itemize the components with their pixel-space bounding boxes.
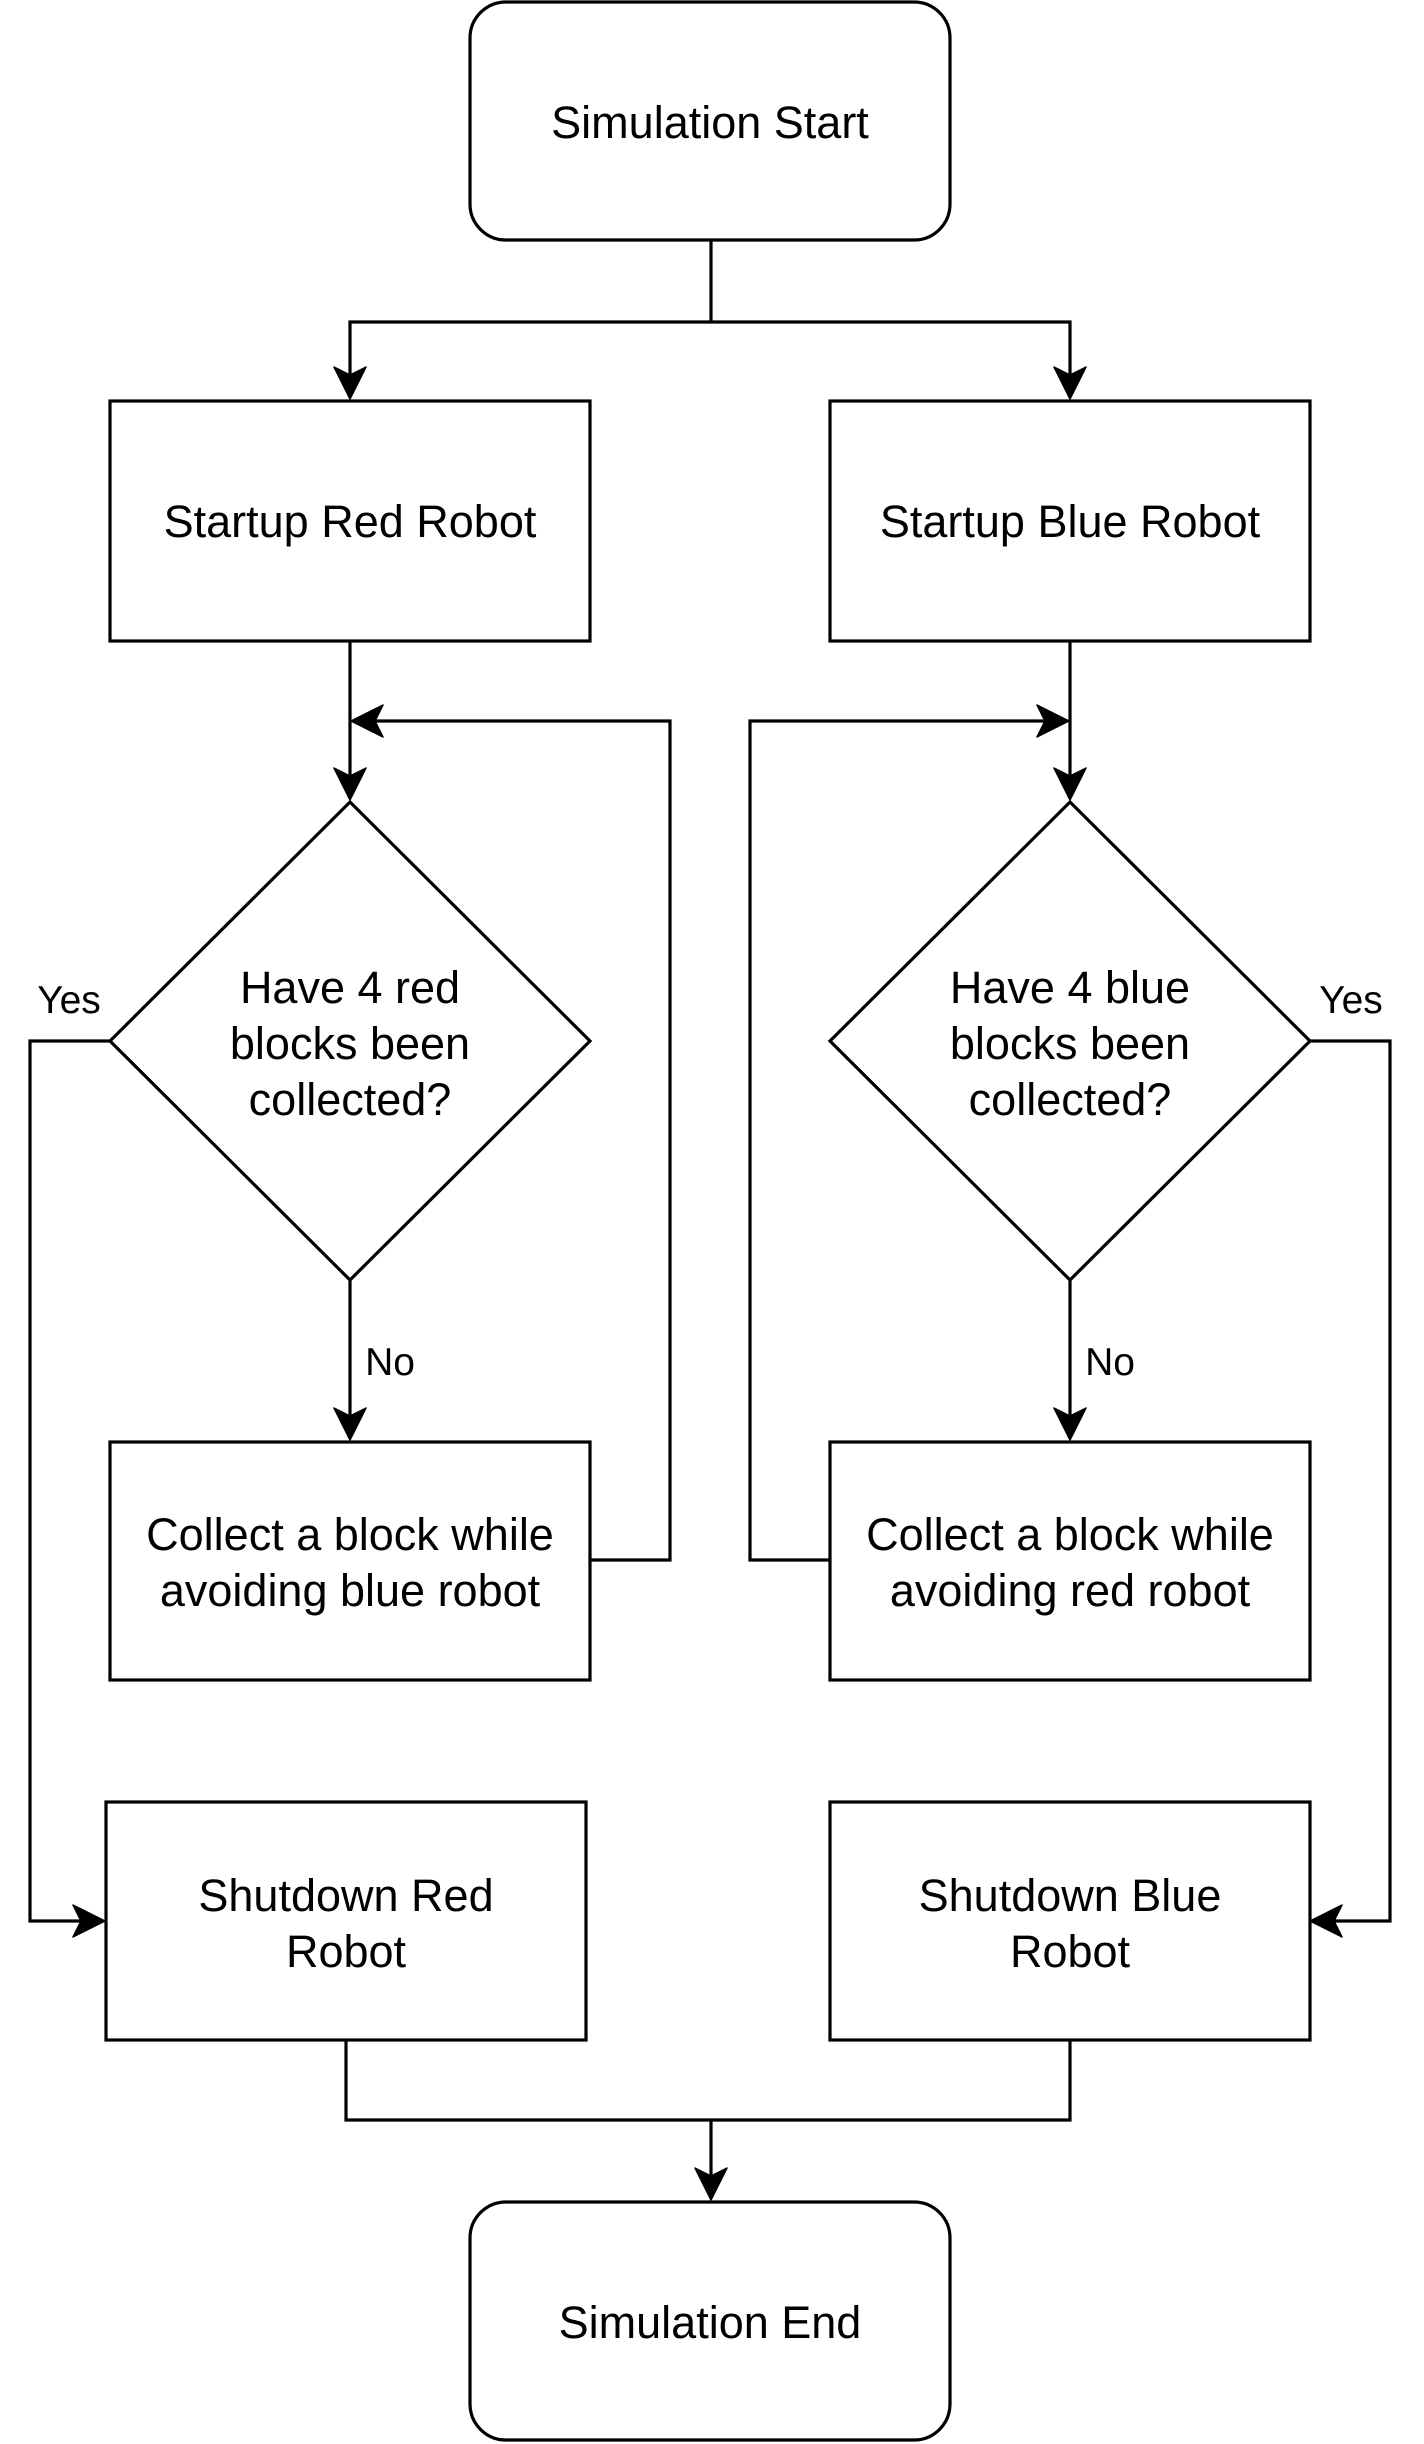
startup-red-robot-label: Startup Red Robot xyxy=(164,496,537,547)
edge-label-red-no: No xyxy=(365,1341,415,1384)
arrowhead-red-loop xyxy=(350,704,384,738)
arrowhead-shutdown-red xyxy=(72,1904,106,1938)
collect-blue-line-2: avoiding red robot xyxy=(890,1565,1251,1616)
arrowhead-collect-blue xyxy=(1053,1407,1087,1441)
arrowhead-collect-red xyxy=(333,1407,367,1441)
startup-blue-robot-node: Startup Blue Robot xyxy=(828,399,1312,643)
collect-red-node: Collect a block while avoiding blue robo… xyxy=(108,1440,592,1682)
start-node-label: Simulation Start xyxy=(551,97,869,148)
decision-red-line-2: blocks been xyxy=(230,1018,470,1069)
decision-red-line-1: Have 4 red xyxy=(240,962,460,1013)
collect-red-line-2: avoiding blue robot xyxy=(160,1565,541,1616)
end-node-label: Simulation End xyxy=(559,2297,862,2348)
edge-blue-loop xyxy=(748,719,1052,1562)
startup-blue-robot-label: Startup Blue Robot xyxy=(880,496,1261,547)
startup-red-robot-node: Startup Red Robot xyxy=(108,399,592,643)
arrowhead-end xyxy=(694,2167,728,2201)
edge-shutdown-blue-merge xyxy=(711,2040,1072,2122)
arrowhead-decision-red xyxy=(333,767,367,801)
decision-blue-line-3: collected? xyxy=(969,1074,1172,1125)
decision-blue-node: Have 4 blue blocks been collected? xyxy=(827,799,1313,1283)
shutdown-blue-line-2: Robot xyxy=(1010,1926,1131,1977)
arrowhead-startup-blue xyxy=(1053,366,1087,400)
shutdown-blue-line-1: Shutdown Blue xyxy=(919,1870,1222,1921)
start-node: Simulation Start xyxy=(468,0,952,242)
collect-red-line-1: Collect a block while xyxy=(146,1509,554,1560)
edge-red-yes xyxy=(28,1039,110,1923)
edge-shutdown-red-merge xyxy=(344,2040,711,2122)
edge-label-blue-no: No xyxy=(1085,1341,1135,1384)
shutdown-red-line-1: Shutdown Red xyxy=(198,1870,493,1921)
end-node: Simulation End xyxy=(468,2200,952,2442)
edge-split-to-blue xyxy=(711,320,1072,382)
collect-blue-line-1: Collect a block while xyxy=(866,1509,1274,1560)
decision-red-node: Have 4 red blocks been collected? xyxy=(107,799,593,1283)
arrowhead-startup-red xyxy=(333,366,367,400)
shutdown-red-line-2: Robot xyxy=(286,1926,407,1977)
edge-blue-yes xyxy=(1310,1039,1392,1923)
collect-blue-node: Collect a block while avoiding red robot xyxy=(828,1440,1312,1682)
shutdown-blue-robot-node: Shutdown Blue Robot xyxy=(828,1800,1312,2042)
decision-red-line-3: collected? xyxy=(249,1074,452,1125)
edge-split-to-red xyxy=(348,320,711,382)
decision-blue-line-2: blocks been xyxy=(950,1018,1190,1069)
edge-red-loop xyxy=(368,719,672,1562)
decision-blue-line-1: Have 4 blue xyxy=(950,962,1190,1013)
arrowhead-decision-blue xyxy=(1053,767,1087,801)
arrowhead-shutdown-blue xyxy=(1309,1904,1343,1938)
shutdown-red-robot-node: Shutdown Red Robot xyxy=(104,1800,588,2042)
edge-label-red-yes: Yes xyxy=(37,979,101,1022)
edge-label-blue-yes: Yes xyxy=(1319,979,1383,1022)
arrowhead-blue-loop xyxy=(1036,704,1070,738)
